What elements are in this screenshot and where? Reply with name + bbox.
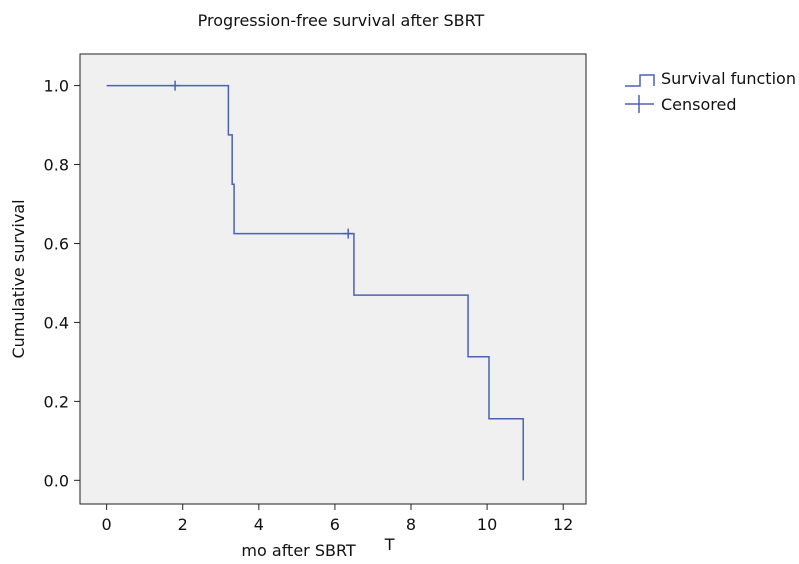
chart-title: Progression-free survival after SBRT bbox=[198, 11, 485, 30]
y-tick-label: 0.6 bbox=[44, 234, 69, 253]
y-tick-label: 0.4 bbox=[44, 313, 69, 332]
y-tick-label: 0.0 bbox=[44, 471, 69, 490]
x-axis: 0 2 4 6 8 10 12 bbox=[102, 504, 573, 534]
legend-label-censored: Censored bbox=[661, 95, 737, 114]
x-axis-label: mo after SBRT T bbox=[241, 535, 394, 560]
y-tick-label: 1.0 bbox=[44, 77, 69, 96]
plot-area bbox=[79, 53, 587, 505]
x-axis-label-text: mo after SBRT bbox=[241, 541, 355, 560]
legend-step-icon bbox=[625, 74, 655, 87]
x-tick-label: 4 bbox=[254, 515, 264, 534]
censored-markers bbox=[170, 80, 354, 239]
x-tick-label: 0 bbox=[102, 515, 112, 534]
y-tick-label: 0.2 bbox=[44, 392, 69, 411]
legend-item-survival-function: Survival function bbox=[625, 69, 796, 88]
x-tick-label: 8 bbox=[406, 515, 416, 534]
censored-point bbox=[343, 228, 354, 239]
x-axis-label-suffix: T bbox=[384, 535, 395, 554]
y-axis-label: Cumulative survival bbox=[9, 199, 28, 358]
y-axis: 0.0 0.2 0.4 0.6 0.8 1.0 bbox=[44, 77, 80, 490]
legend-label-survival-function: Survival function bbox=[661, 69, 796, 88]
x-tick-label: 12 bbox=[553, 515, 573, 534]
survival-function-line bbox=[106, 84, 524, 481]
legend-item-censored: Censored bbox=[625, 95, 737, 114]
x-tick-label: 10 bbox=[477, 515, 497, 534]
censored-point bbox=[170, 80, 181, 91]
x-tick-label: 6 bbox=[330, 515, 340, 534]
y-tick-label: 0.8 bbox=[44, 156, 69, 175]
legend: Survival function Censored bbox=[625, 69, 796, 114]
x-tick-label: 2 bbox=[178, 515, 188, 534]
